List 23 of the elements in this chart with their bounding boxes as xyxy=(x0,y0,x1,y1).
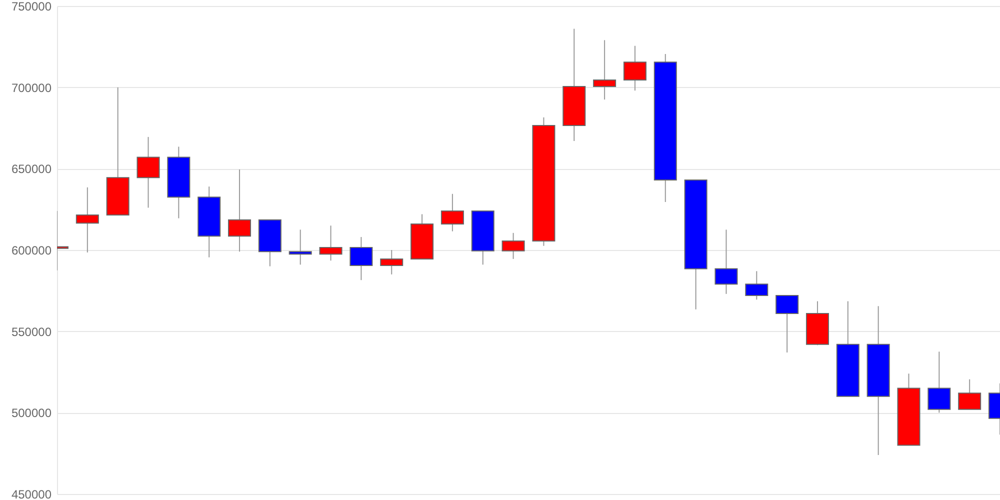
candlestick xyxy=(623,45,646,92)
candlestick xyxy=(350,236,373,281)
candlestick xyxy=(928,351,951,414)
candlestick xyxy=(958,378,982,410)
candlestick xyxy=(76,186,99,253)
y-tick-label: 650000 xyxy=(11,162,52,176)
candlestick xyxy=(593,40,616,100)
candlestick xyxy=(502,232,525,260)
candlestick xyxy=(776,295,799,353)
candlestick xyxy=(228,168,252,252)
candlestick xyxy=(319,225,342,262)
candlestick xyxy=(380,250,404,275)
candlestick xyxy=(714,229,738,294)
y-tick-label: 700000 xyxy=(11,80,52,95)
y-tick-label: 600000 xyxy=(11,244,52,258)
y-tick-label: 500000 xyxy=(11,406,52,420)
candlestick xyxy=(136,136,160,208)
candlestick xyxy=(440,193,464,232)
candlestick xyxy=(745,270,768,300)
y-tick-label: 550000 xyxy=(11,324,52,339)
y-tick-label: 450000 xyxy=(11,488,52,500)
y-tick-label: 750000 xyxy=(11,0,52,14)
candlestick xyxy=(288,229,312,266)
